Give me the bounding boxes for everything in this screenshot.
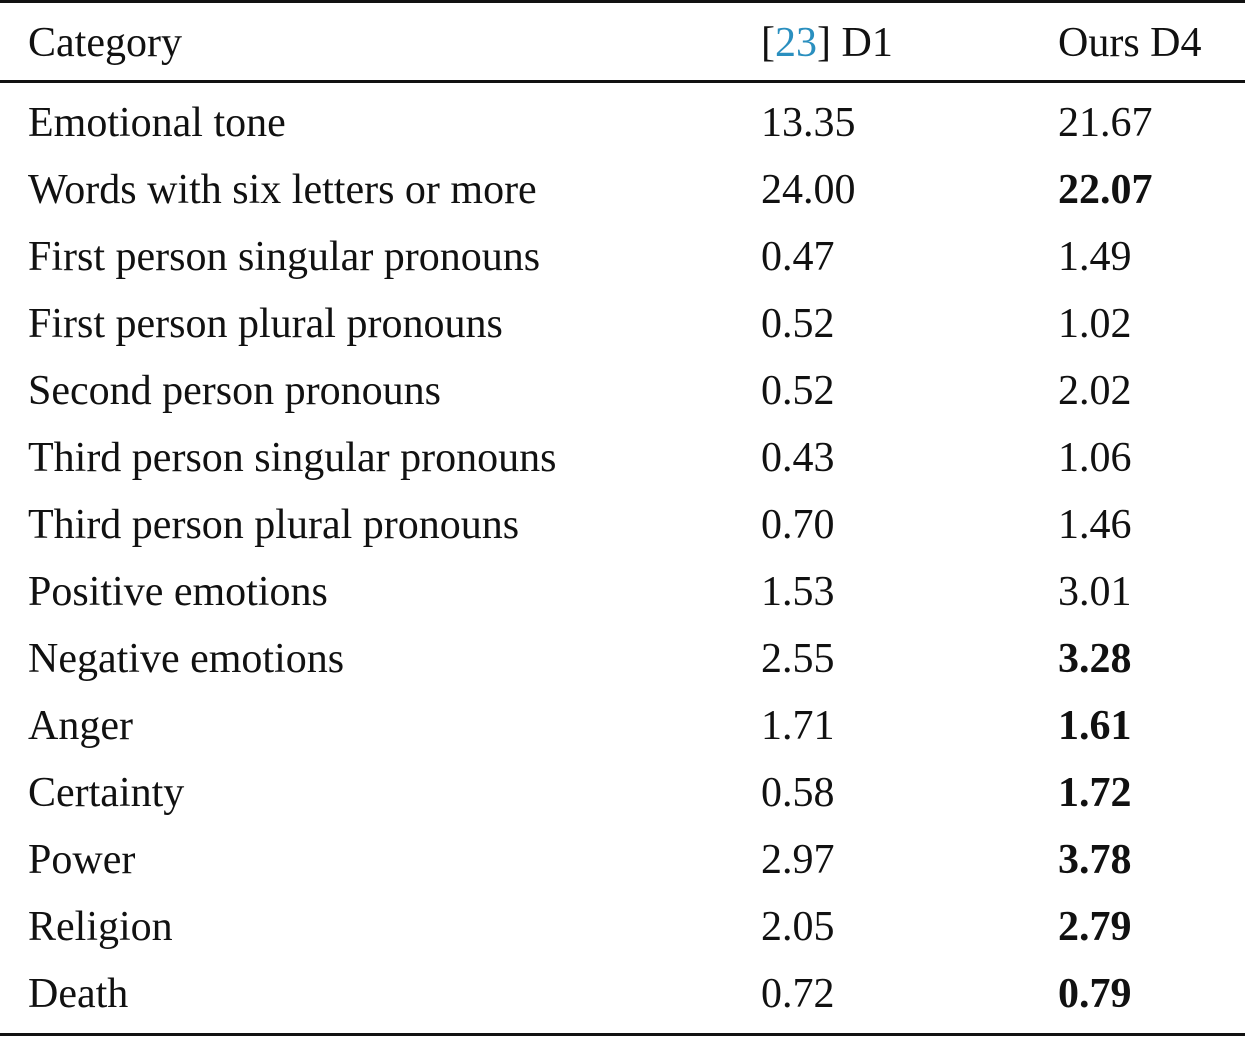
cell-category: Religion: [28, 904, 173, 950]
table-row: Third person plural pronouns 0.70 1.46: [0, 492, 1245, 559]
cell-d4: 3.28: [1058, 636, 1132, 682]
cell-d1: 0.52: [761, 368, 835, 414]
table-row: Anger 1.71 1.61: [0, 693, 1245, 760]
cell-d1: 1.53: [761, 569, 835, 615]
table-row: Death 0.72 0.79: [0, 961, 1245, 1028]
cell-d1: 13.35: [761, 100, 856, 146]
cell-category: First person plural pronouns: [28, 301, 503, 347]
table-top-rule: [0, 0, 1245, 3]
table-row: Emotional tone 13.35 21.67: [0, 90, 1245, 157]
cell-category: Third person plural pronouns: [28, 502, 520, 548]
table-row: Words with six letters or more 24.00 22.07: [0, 157, 1245, 224]
cell-category: Negative emotions: [28, 636, 345, 682]
cell-d1: 0.58: [761, 770, 835, 816]
table-row: Certainty 0.58 1.72: [0, 760, 1245, 827]
table-row: Religion 2.05 2.79: [0, 894, 1245, 961]
cell-d1: 0.72: [761, 971, 835, 1017]
cell-d4: 1.61: [1058, 703, 1132, 749]
header-d1: [23] D1: [761, 6, 893, 80]
cell-d4: 1.02: [1058, 301, 1132, 347]
cell-d4: 1.46: [1058, 502, 1132, 548]
table-header-rule: [0, 80, 1245, 83]
header-category: Category: [28, 20, 182, 66]
cell-d1: 0.52: [761, 301, 835, 347]
cell-d1: 2.05: [761, 904, 835, 950]
header-d4: Ours D4: [1058, 20, 1202, 66]
cell-category: Certainty: [28, 770, 185, 816]
cell-d1: 24.00: [761, 167, 856, 213]
cell-d4: 21.67: [1058, 100, 1153, 146]
header-d1-suffix: D1: [831, 20, 893, 66]
cell-d4: 0.79: [1058, 971, 1132, 1017]
table-row: Negative emotions 2.55 3.28: [0, 626, 1245, 693]
cell-d4: 3.78: [1058, 837, 1132, 883]
cell-d1: 0.43: [761, 435, 835, 481]
table-row: Power 2.97 3.78: [0, 827, 1245, 894]
cell-category: Words with six letters or more: [28, 167, 537, 213]
cell-d4: 1.72: [1058, 770, 1132, 816]
table-bottom-rule: [0, 1033, 1245, 1036]
cell-category: Anger: [28, 703, 133, 749]
cell-d4: 2.02: [1058, 368, 1132, 414]
cell-category: Third person singular pronouns: [28, 435, 557, 481]
cell-category: Emotional tone: [28, 100, 286, 146]
table-row: First person singular pronouns 0.47 1.49: [0, 224, 1245, 291]
cell-d4: 1.49: [1058, 234, 1132, 280]
cell-d4: 22.07: [1058, 167, 1153, 213]
table-row: Second person pronouns 0.52 2.02: [0, 358, 1245, 425]
cell-d4: 2.79: [1058, 904, 1132, 950]
citation-link-23[interactable]: 23: [775, 20, 817, 66]
table-row: First person plural pronouns 0.52 1.02: [0, 291, 1245, 358]
header-d1-bracket-close: ]: [817, 20, 831, 66]
cell-d1: 2.55: [761, 636, 835, 682]
cell-category: Death: [28, 971, 129, 1017]
table-row: Third person singular pronouns 0.43 1.06: [0, 425, 1245, 492]
cell-category: First person singular pronouns: [28, 234, 541, 280]
cell-d1: 0.47: [761, 234, 835, 280]
cell-d4: 3.01: [1058, 569, 1132, 615]
cell-category: Power: [28, 837, 136, 883]
cell-category: Second person pronouns: [28, 368, 441, 414]
cell-d1: 1.71: [761, 703, 835, 749]
cell-d1: 2.97: [761, 837, 835, 883]
table-header-row: Category [23] D1 Ours D4: [0, 6, 1245, 80]
table-row: Positive emotions 1.53 3.01: [0, 559, 1245, 626]
cell-d1: 0.70: [761, 502, 835, 548]
cell-category: Positive emotions: [28, 569, 328, 615]
cell-d4: 1.06: [1058, 435, 1132, 481]
header-d1-bracket-open: [: [761, 20, 775, 66]
